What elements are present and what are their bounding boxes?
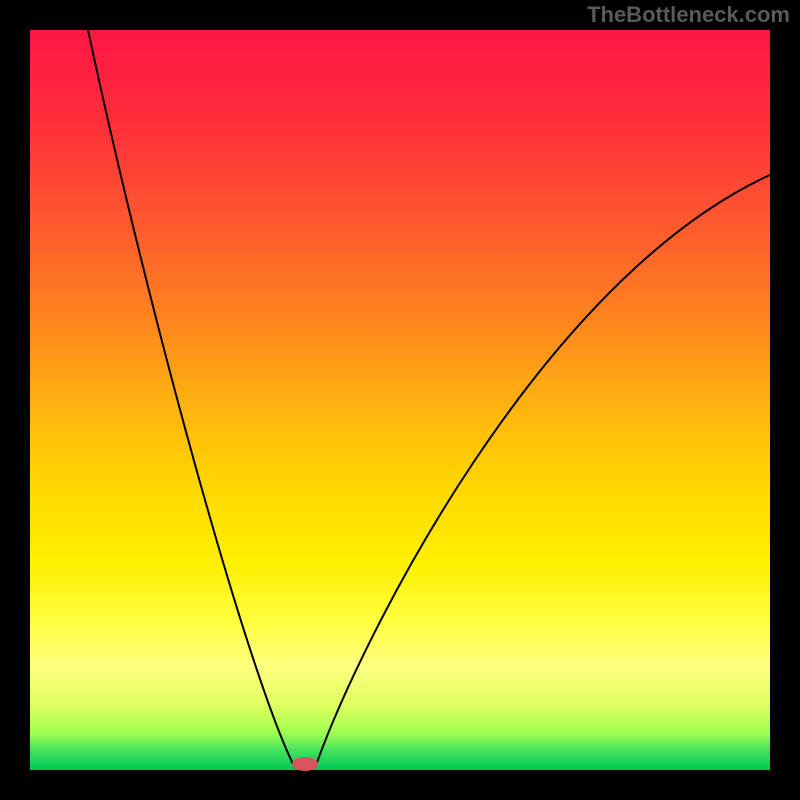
optimum-marker — [292, 757, 318, 771]
bottleneck-chart — [0, 0, 800, 800]
plot-background — [30, 30, 770, 770]
chart-container: TheBottleneck.com — [0, 0, 800, 800]
watermark-text: TheBottleneck.com — [587, 2, 790, 28]
